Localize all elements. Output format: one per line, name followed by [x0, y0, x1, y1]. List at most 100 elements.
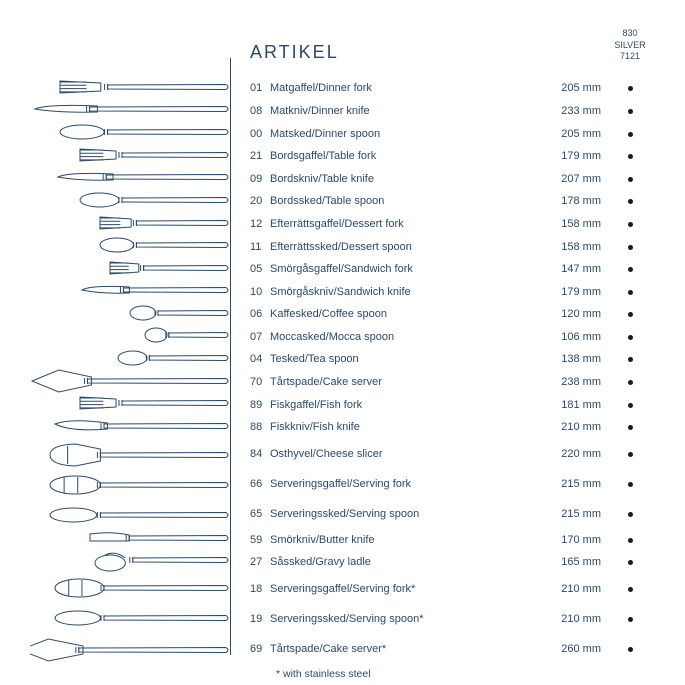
availability-cell — [605, 556, 655, 568]
availability-cell — [605, 308, 655, 320]
availability-cell — [605, 241, 655, 253]
article-size: 158 mm — [549, 218, 605, 230]
article-code: 05 — [240, 263, 266, 275]
dot-icon — [628, 380, 633, 385]
article-size: 207 mm — [549, 173, 605, 185]
article-size: 106 mm — [549, 331, 605, 343]
column-header: 830 SILVER 7121 — [605, 28, 655, 63]
dot-icon — [628, 154, 633, 159]
article-name: Smörkniv/Butter knife — [266, 534, 549, 546]
dot-icon — [628, 335, 633, 340]
article-code: 19 — [240, 613, 266, 625]
article-row: 21Bordsgaffel/Table fork179 mm — [240, 145, 655, 168]
availability-cell — [605, 534, 655, 546]
article-code: 69 — [240, 643, 266, 655]
article-code: 65 — [240, 508, 266, 520]
article-name: Kaffesked/Coffee spoon — [266, 308, 549, 320]
article-name: Serveringssked/Serving spoon — [266, 508, 549, 520]
article-size: 205 mm — [549, 128, 605, 140]
dot-icon — [628, 560, 633, 565]
article-row: 07Moccasked/Mocca spoon106 mm — [240, 326, 655, 349]
availability-cell — [605, 376, 655, 388]
availability-cell — [605, 286, 655, 298]
availability-cell — [605, 613, 655, 625]
dot-icon — [628, 245, 633, 250]
article-size: 210 mm — [549, 421, 605, 433]
article-size: 238 mm — [549, 376, 605, 388]
dot-icon — [628, 312, 633, 317]
article-name: Matsked/Dinner spoon — [266, 128, 549, 140]
article-row: 20Bordssked/Table spoon178 mm — [240, 190, 655, 213]
article-name: Tårtspade/Cake server — [266, 376, 549, 388]
article-rows: 01Matgaffel/Dinner fork205 mm08Matkniv/D… — [240, 77, 655, 664]
article-row: 84Osthyvel/Cheese slicer220 mm — [240, 439, 655, 469]
article-size: 215 mm — [549, 508, 605, 520]
col-header-line2: SILVER — [605, 40, 655, 52]
article-size: 179 mm — [549, 150, 605, 162]
article-size: 158 mm — [549, 241, 605, 253]
availability-cell — [605, 105, 655, 117]
article-name: Tesked/Tea spoon — [266, 353, 549, 365]
article-code: 01 — [240, 82, 266, 94]
article-row: 12Efterrättsgaffel/Dessert fork158 mm — [240, 213, 655, 236]
article-code: 20 — [240, 195, 266, 207]
article-size: 170 mm — [549, 534, 605, 546]
article-name: Efterrättssked/Dessert spoon — [266, 241, 549, 253]
illustration-column — [0, 0, 230, 685]
article-size: 215 mm — [549, 478, 605, 490]
article-code: 12 — [240, 218, 266, 230]
availability-cell — [605, 478, 655, 490]
article-size: 120 mm — [549, 308, 605, 320]
article-name: Osthyvel/Cheese slicer — [266, 448, 549, 460]
article-code: 84 — [240, 448, 266, 460]
article-row: 09Bordskniv/Table knife207 mm — [240, 167, 655, 190]
article-size: 165 mm — [549, 556, 605, 568]
dot-icon — [628, 452, 633, 457]
article-row: 27Såssked/Gravy ladle165 mm — [240, 551, 655, 574]
article-name: Serveringssked/Serving spoon* — [266, 613, 549, 625]
dot-icon — [628, 267, 633, 272]
dot-icon — [628, 538, 633, 543]
availability-cell — [605, 82, 655, 94]
article-size: 233 mm — [549, 105, 605, 117]
article-code: 27 — [240, 556, 266, 568]
article-size: 260 mm — [549, 643, 605, 655]
availability-cell — [605, 508, 655, 520]
dot-icon — [628, 647, 633, 652]
dot-icon — [628, 290, 633, 295]
article-code: 08 — [240, 105, 266, 117]
article-size: 138 mm — [549, 353, 605, 365]
availability-cell — [605, 128, 655, 140]
dot-icon — [628, 512, 633, 517]
availability-cell — [605, 643, 655, 655]
dot-icon — [628, 199, 633, 204]
availability-cell — [605, 448, 655, 460]
dot-icon — [628, 617, 633, 622]
availability-cell — [605, 218, 655, 230]
article-row: 11Efterrättssked/Dessert spoon158 mm — [240, 235, 655, 258]
article-size: 210 mm — [549, 613, 605, 625]
article-name: Smörgåsgaffel/Sandwich fork — [266, 263, 549, 275]
article-row: 01Matgaffel/Dinner fork205 mm — [240, 77, 655, 100]
article-name: Matgaffel/Dinner fork — [266, 82, 549, 94]
article-name: Efterrättsgaffel/Dessert fork — [266, 218, 549, 230]
article-name: Serveringsgaffel/Serving fork — [266, 478, 549, 490]
article-code: 09 — [240, 173, 266, 185]
availability-cell — [605, 173, 655, 185]
article-size: 147 mm — [549, 263, 605, 275]
dot-icon — [628, 109, 633, 114]
article-size: 181 mm — [549, 399, 605, 411]
text-column: ARTIKEL 830 SILVER 7121 01Matgaffel/Dinn… — [230, 0, 685, 685]
col-header-line3: 7121 — [605, 51, 655, 63]
article-name: Såssked/Gravy ladle — [266, 556, 549, 568]
article-code: 10 — [240, 286, 266, 298]
article-row: 70Tårtspade/Cake server238 mm — [240, 371, 655, 394]
article-code: 70 — [240, 376, 266, 388]
article-row: 89Fiskgaffel/Fish fork181 mm — [240, 393, 655, 416]
dot-icon — [628, 222, 633, 227]
article-size: 205 mm — [549, 82, 605, 94]
article-size: 178 mm — [549, 195, 605, 207]
availability-cell — [605, 583, 655, 595]
dot-icon — [628, 425, 633, 430]
article-code: 00 — [240, 128, 266, 140]
